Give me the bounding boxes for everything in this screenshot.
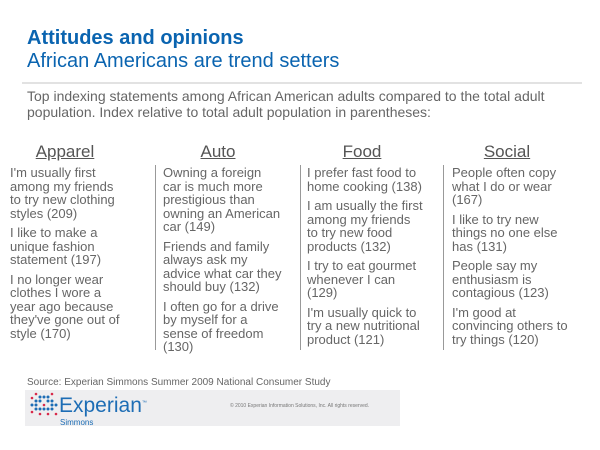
footer: Experian™ Simmons © 2010 Experian Inform…	[25, 390, 400, 427]
column-apparel: Apparel I'm usually first among my friend…	[10, 142, 150, 346]
column-divider	[300, 165, 301, 350]
experian-logo-icon	[30, 392, 58, 416]
column-heading: Food	[342, 142, 382, 161]
statement-item: People say my enthusiasm is contagious (…	[452, 258, 549, 300]
column-divider	[155, 165, 156, 350]
statement-item: Friends and family always ask my advice …	[163, 238, 282, 294]
statement-item: I'm good at convincing others to try thi…	[452, 304, 568, 347]
divider	[22, 82, 582, 84]
column-heading: Auto	[200, 142, 236, 161]
statement-item: I like to try new things no one else has…	[452, 211, 558, 254]
page-title: Attitudes and opinions	[27, 27, 244, 49]
source-note: Source: Experian Simmons Summer 2009 Nat…	[27, 377, 331, 388]
statement-item: I'm usually quick to try a new nutrition…	[307, 304, 420, 347]
brand-sub: Simmons	[60, 418, 94, 427]
statement-item: I no longer wear clothes I wore a year a…	[10, 271, 120, 341]
column-heading: Social	[483, 142, 531, 161]
column-divider	[443, 165, 444, 350]
statement-item: I often go for a drive by myself for a s…	[163, 298, 279, 354]
statement-item: I try to eat gourmet whenever I can (129…	[307, 258, 417, 300]
statement-item: People often copy what I do or wear (167…	[452, 165, 557, 207]
column-auto: Auto Owning a foreign car is much more pr…	[163, 142, 303, 360]
column-heading: Apparel	[35, 142, 95, 161]
column-food: Food I prefer fast food to home cooking (…	[307, 142, 447, 352]
column-social: Social People often copy what I do or wea…	[452, 142, 592, 352]
statement-item: I'm usually first among my friends to tr…	[10, 165, 115, 221]
copyright: © 2010 Experian Information Solutions, I…	[230, 403, 370, 409]
statement-item: I like to make a unique fashion statemen…	[10, 225, 102, 267]
intro-text: Top indexing statements among African Am…	[27, 88, 545, 120]
brand-name: Experian™	[59, 394, 147, 417]
statement-item: I prefer fast food to home cooking (138)	[307, 165, 422, 194]
statement-item: Owning a foreign car is much more presti…	[163, 165, 281, 234]
page-subtitle: African Americans are trend setters	[27, 50, 340, 72]
statement-item: I am usually the first among my friends …	[307, 198, 423, 254]
